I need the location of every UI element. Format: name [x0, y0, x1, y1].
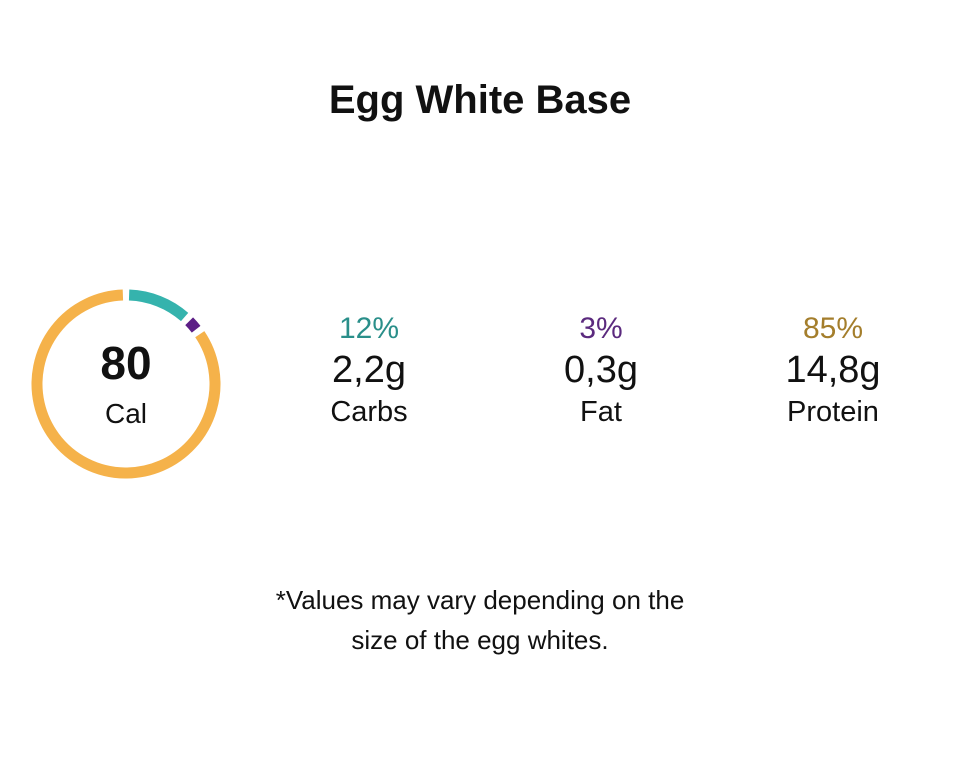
fat-grams: 0,3g — [564, 349, 638, 391]
macro-carbs: 12% 2,2g Carbs — [269, 310, 469, 432]
protein-percent: 85% — [802, 312, 864, 345]
donut-segment-carbs — [128, 289, 189, 322]
fat-percent: 3% — [579, 312, 623, 345]
macro-donut-chart — [31, 289, 221, 479]
macro-protein: 85% 14,8g Protein — [733, 310, 933, 432]
disclaimer-note: *Values may vary depending on the size o… — [0, 580, 960, 660]
calorie-value: 80 — [100, 337, 152, 389]
page-title: Egg White Base — [328, 78, 632, 122]
carbs-percent: 12% — [338, 312, 400, 345]
disclaimer-line-1: *Values may vary depending on the — [275, 585, 685, 615]
calorie-unit: Cal — [104, 398, 147, 429]
carbs-grams: 2,2g — [332, 349, 406, 391]
macro-fat: 3% 0,3g Fat — [501, 310, 701, 432]
donut-segment-protein — [31, 289, 221, 479]
disclaimer-line-2: size of the egg whites. — [351, 625, 609, 655]
protein-label: Protein — [787, 396, 879, 428]
protein-grams: 14,8g — [785, 349, 881, 391]
calorie-ring: 80 Cal — [28, 286, 224, 482]
donut-segment-fat — [185, 317, 201, 333]
carbs-label: Carbs — [330, 396, 408, 428]
fat-label: Fat — [580, 396, 622, 428]
